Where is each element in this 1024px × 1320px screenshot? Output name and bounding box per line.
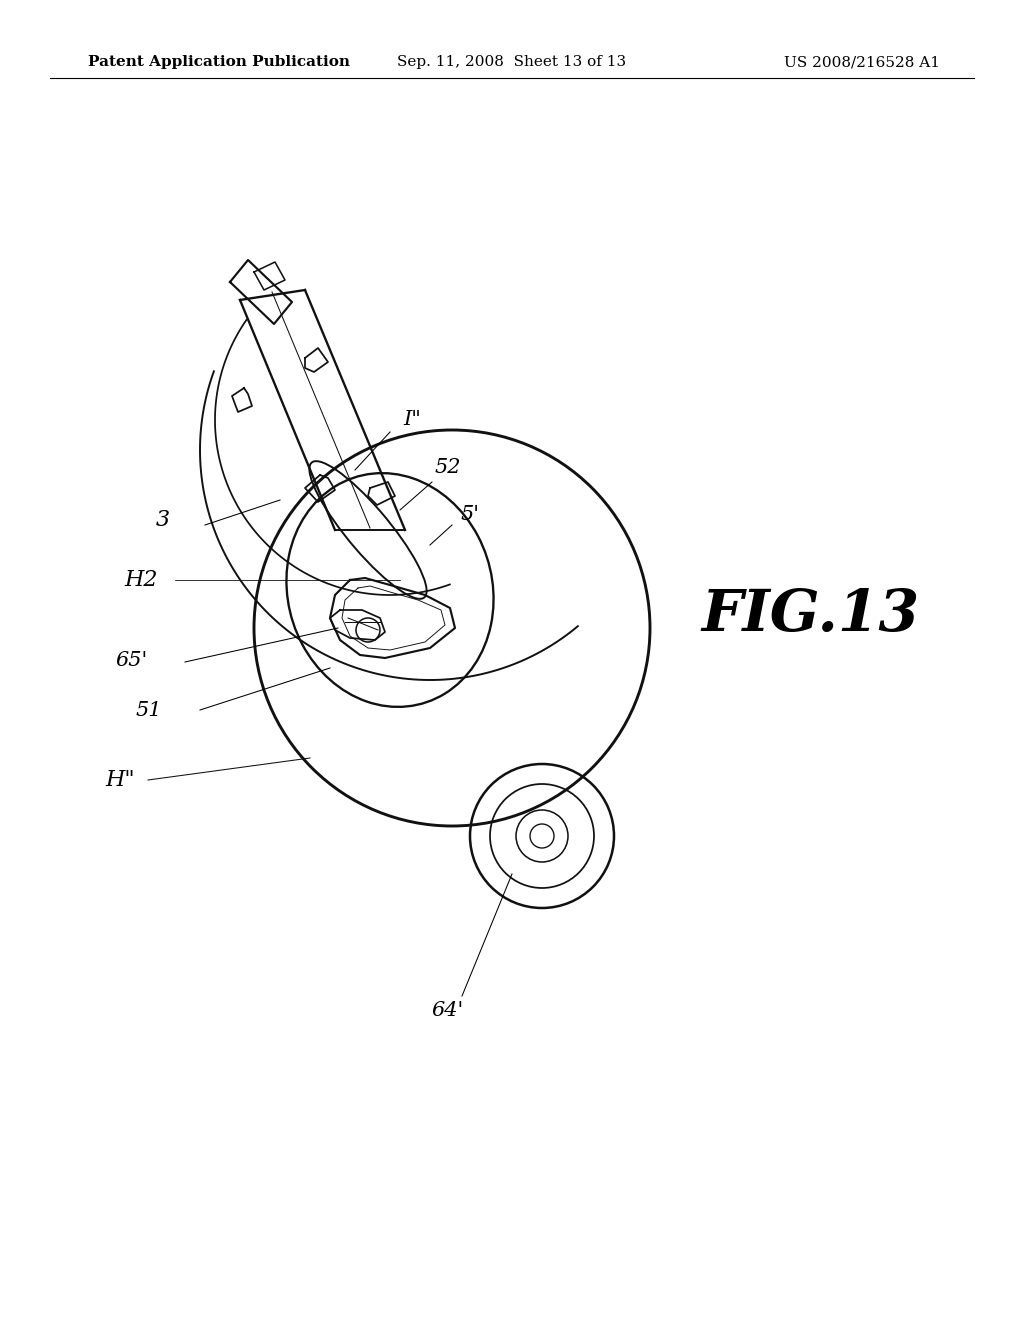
Text: Sep. 11, 2008  Sheet 13 of 13: Sep. 11, 2008 Sheet 13 of 13 [397, 55, 627, 69]
Text: 65': 65' [116, 651, 148, 669]
Text: Patent Application Publication: Patent Application Publication [88, 55, 350, 69]
Text: 5': 5' [461, 506, 479, 524]
Text: FIG.13: FIG.13 [701, 587, 920, 643]
Text: H2: H2 [125, 569, 158, 591]
Text: H": H" [105, 770, 134, 791]
Text: 64': 64' [432, 1001, 464, 1019]
Text: 51: 51 [135, 701, 162, 719]
Text: 3: 3 [156, 510, 170, 531]
Text: 52: 52 [435, 458, 461, 478]
Text: US 2008/216528 A1: US 2008/216528 A1 [784, 55, 940, 69]
Text: I": I" [403, 411, 421, 429]
